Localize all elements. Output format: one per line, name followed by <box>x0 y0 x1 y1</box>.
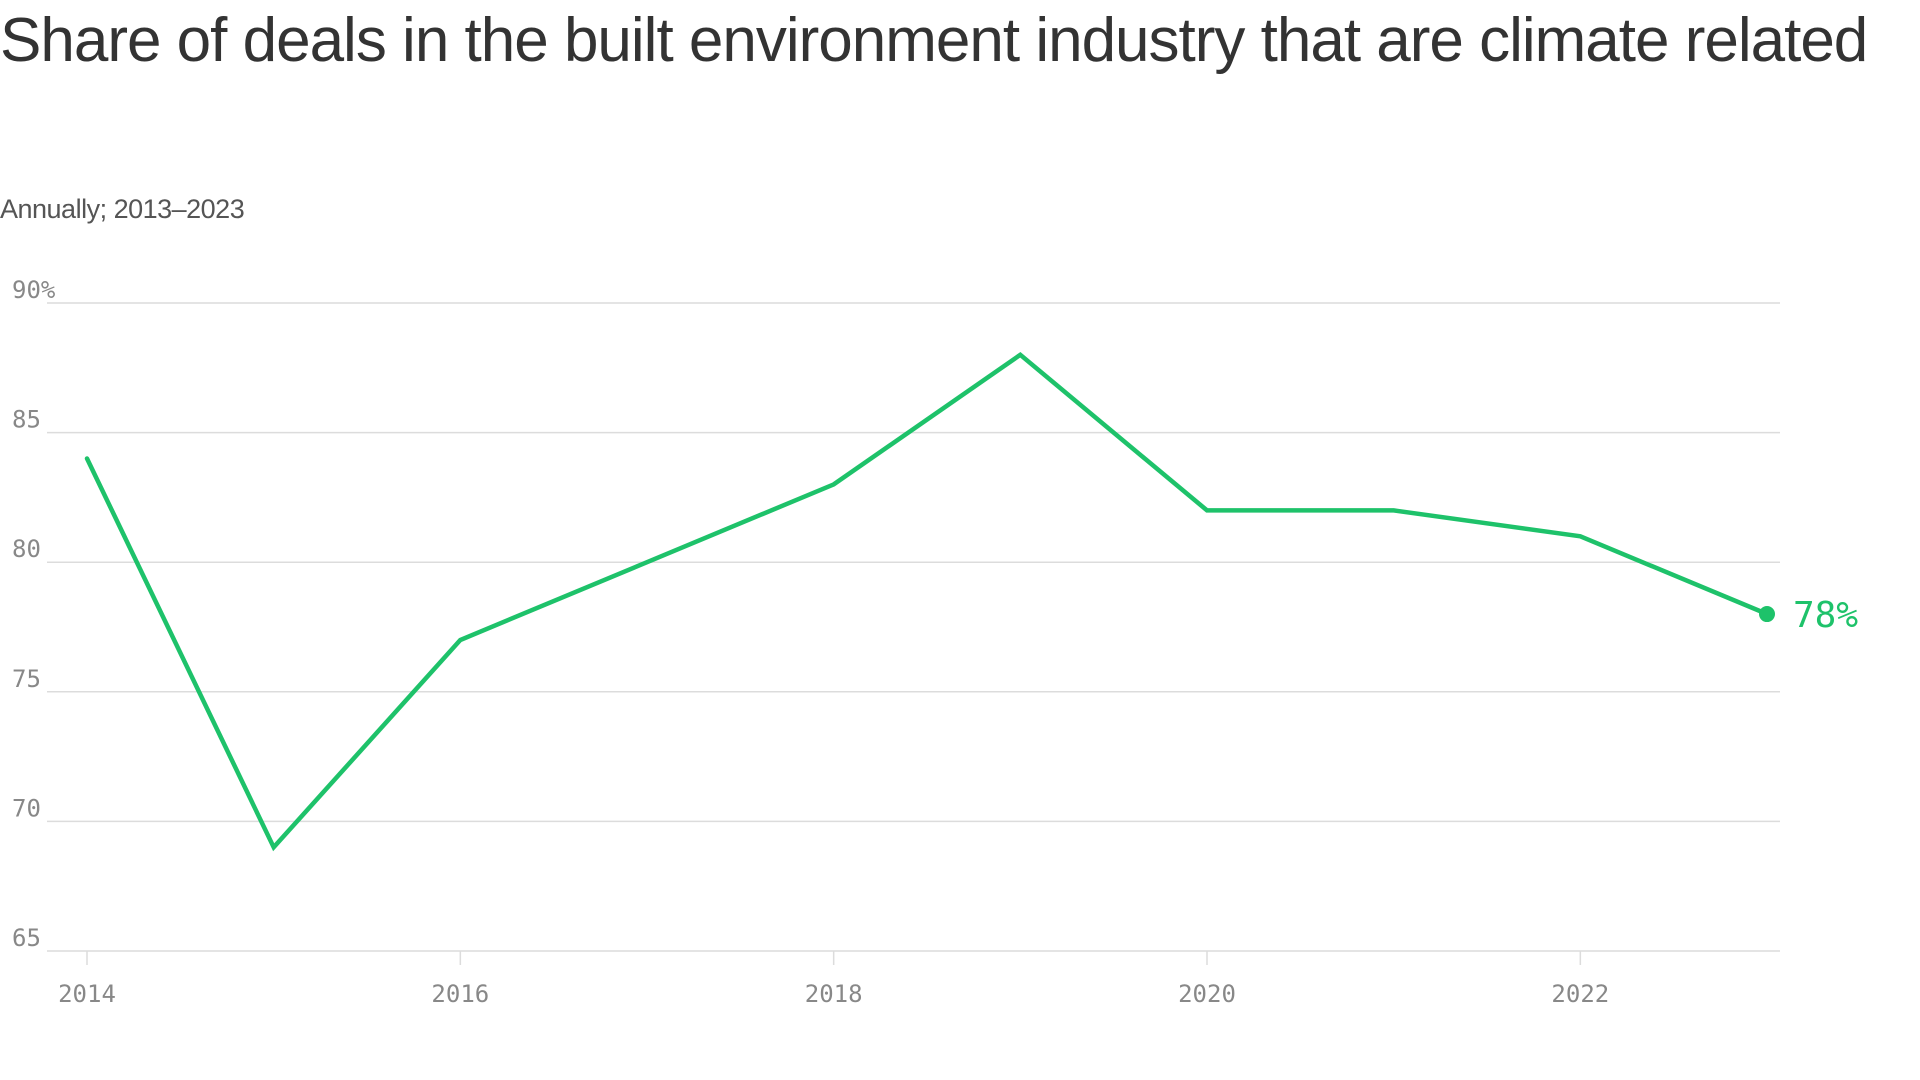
x-tick-label: 2016 <box>431 980 489 1008</box>
chart-subtitle: Annually; 2013–2023 <box>0 194 245 224</box>
series-layer: 78% <box>84 351 1858 852</box>
y-tick-label: 80 <box>12 535 41 563</box>
x-tick-label: 2020 <box>1178 980 1236 1008</box>
x-axis: 2014 2016 2018 2020 2022 <box>58 951 1609 1008</box>
y-tick-label: 65 <box>12 924 41 952</box>
y-tick-label: 90% <box>12 276 56 304</box>
x-tick-label: 2014 <box>58 980 116 1008</box>
y-axis: 65 70 75 80 85 90% <box>12 276 56 952</box>
end-point-marker <box>1759 606 1775 623</box>
gridlines <box>47 302 1780 952</box>
chart-title: Share of deals in the built environment … <box>0 6 1868 75</box>
y-tick-label: 70 <box>12 794 41 822</box>
x-tick-label: 2018 <box>805 980 863 1008</box>
end-value-label: 78% <box>1793 595 1858 636</box>
y-tick-label: 75 <box>12 665 41 693</box>
series-line <box>84 351 1770 852</box>
x-tick-label: 2022 <box>1551 980 1609 1008</box>
y-tick-label: 85 <box>12 406 41 434</box>
